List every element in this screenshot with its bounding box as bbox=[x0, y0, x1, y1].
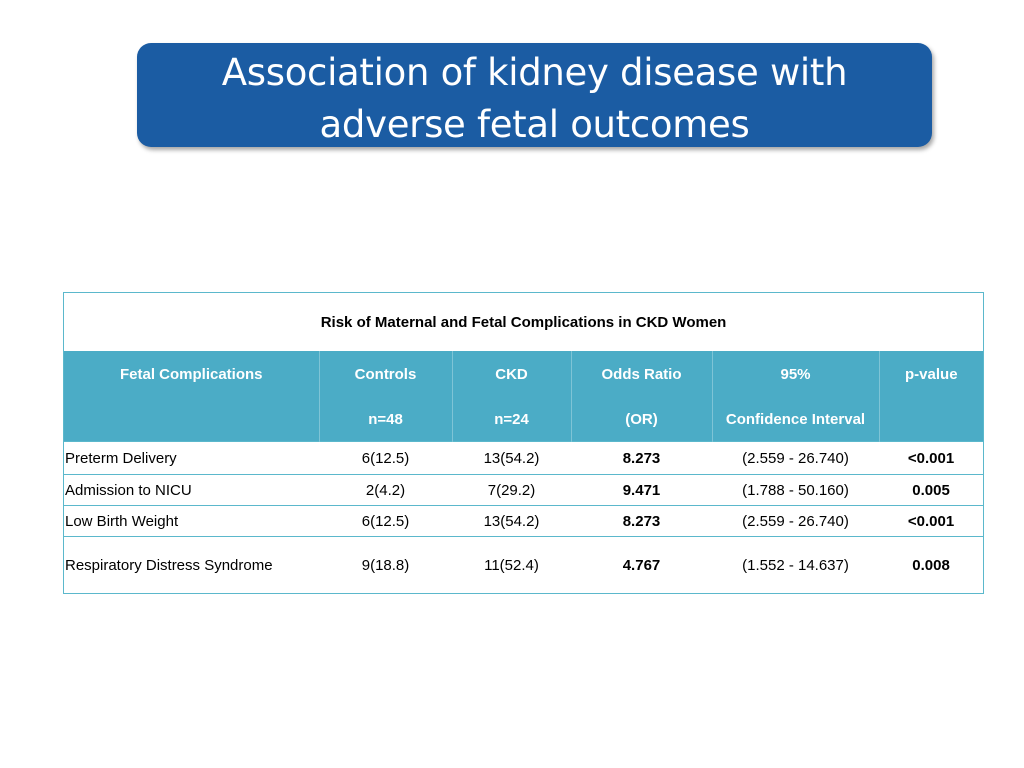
header-ckd: CKD bbox=[451, 351, 571, 397]
p-value: 0.005 bbox=[879, 474, 984, 506]
controls-value: 6(12.5) bbox=[319, 441, 452, 475]
subheader-or: (OR) bbox=[570, 397, 712, 442]
ckd-value: 11(52.4) bbox=[452, 536, 571, 593]
slide-title-line-1: Association of kidney disease with bbox=[221, 51, 848, 94]
table-row: Preterm Delivery 6(12.5) 13(54.2) 8.273 … bbox=[64, 441, 984, 475]
complications-table: Risk of Maternal and Fetal Complications… bbox=[63, 292, 984, 594]
ckd-value: 13(54.2) bbox=[452, 505, 571, 537]
slide-title-box: Association of kidney disease with adver… bbox=[137, 43, 932, 147]
row-label: Low Birth Weight bbox=[64, 505, 319, 537]
header-95-percent: 95% bbox=[711, 351, 879, 397]
row-label: Preterm Delivery bbox=[64, 441, 319, 475]
confidence-interval-value: (1.552 - 14.637) bbox=[712, 536, 879, 593]
subheader-controls-n: n=48 bbox=[318, 397, 452, 442]
subheader-confidence-interval: Confidence Interval bbox=[711, 397, 879, 442]
controls-value: 2(4.2) bbox=[319, 474, 452, 506]
subheader-empty-1 bbox=[64, 397, 319, 442]
header-fetal-complications: Fetal Complications bbox=[64, 351, 319, 397]
p-value: 0.008 bbox=[879, 536, 984, 593]
odds-ratio-value: 4.767 bbox=[571, 536, 712, 593]
table-row: Admission to NICU 2(4.2) 7(29.2) 9.471 (… bbox=[64, 474, 984, 506]
confidence-interval-value: (1.788 - 50.160) bbox=[712, 474, 879, 506]
confidence-interval-value: (2.559 - 26.740) bbox=[712, 441, 879, 475]
odds-ratio-value: 8.273 bbox=[571, 505, 712, 537]
slide-title-line-2: adverse fetal outcomes bbox=[319, 103, 750, 146]
header-p-value: p-value bbox=[878, 351, 984, 397]
ckd-value: 13(54.2) bbox=[452, 441, 571, 475]
controls-value: 9(18.8) bbox=[319, 536, 452, 593]
header-odds-ratio: Odds Ratio bbox=[570, 351, 712, 397]
p-value: <0.001 bbox=[879, 505, 984, 537]
header-controls: Controls bbox=[318, 351, 452, 397]
table-caption: Risk of Maternal and Fetal Complications… bbox=[64, 293, 984, 351]
table-row: Respiratory Distress Syndrome 9(18.8) 11… bbox=[64, 536, 984, 593]
p-value: <0.001 bbox=[879, 441, 984, 475]
confidence-interval-value: (2.559 - 26.740) bbox=[712, 505, 879, 537]
subheader-ckd-n: n=24 bbox=[451, 397, 571, 442]
odds-ratio-value: 9.471 bbox=[571, 474, 712, 506]
subheader-empty-2 bbox=[878, 397, 984, 442]
row-label: Admission to NICU bbox=[64, 474, 319, 506]
controls-value: 6(12.5) bbox=[319, 505, 452, 537]
table-row: Low Birth Weight 6(12.5) 13(54.2) 8.273 … bbox=[64, 505, 984, 537]
odds-ratio-value: 8.273 bbox=[571, 441, 712, 475]
ckd-value: 7(29.2) bbox=[452, 474, 571, 506]
row-label: Respiratory Distress Syndrome bbox=[64, 536, 319, 593]
